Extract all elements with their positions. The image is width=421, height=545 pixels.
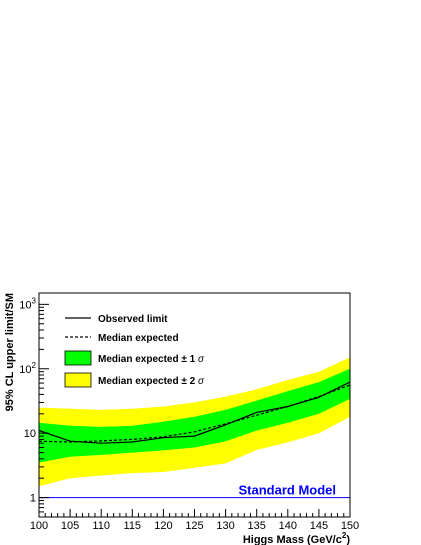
legend-label: Observed limit — [98, 314, 168, 325]
band-sigma-1 — [39, 368, 350, 463]
x-tick-label: 135 — [248, 520, 266, 532]
x-tick-label: 105 — [61, 520, 79, 532]
x-tick-label: 120 — [154, 520, 172, 532]
bands-layer — [39, 357, 350, 487]
x-tick-label: 145 — [310, 520, 328, 532]
x-tick-label: 100 — [30, 520, 48, 532]
legend-band-swatch — [64, 372, 92, 388]
lines-layer — [38, 381, 351, 444]
x-tick-label: 115 — [124, 520, 142, 532]
y-tick-label: 102 — [19, 361, 36, 376]
observed-limit-line — [38, 381, 351, 444]
y-tick-label: 10 — [24, 428, 36, 440]
ticks-layer: 100 105 110 115 120 125 130 135 140 145 1501101021… — [19, 296, 359, 532]
x-axis-label: Higgs Mass (GeV/c2) — [243, 531, 351, 545]
legend-label: Median expected — [98, 333, 179, 344]
legend: Observed limit Median expected Median expe… — [64, 314, 205, 388]
y-tick-label: 1 — [30, 493, 36, 505]
x-tick-label: 150 — [341, 520, 359, 532]
standard-model-label: Standard Model — [238, 483, 336, 498]
y-axis-label: 95% CL upper limit/SM — [4, 293, 16, 411]
median-expected-line — [38, 384, 351, 443]
legend-band-swatch — [64, 350, 92, 366]
x-tick-label: 130 — [216, 520, 234, 532]
x-tick-label: 110 — [92, 520, 110, 532]
y-tick-label: 103 — [19, 296, 36, 311]
x-tick-label: 140 — [279, 520, 297, 532]
legend-label: Median expected ± 1 σ — [98, 354, 205, 365]
x-tick-label: 125 — [185, 520, 203, 532]
legend-label: Median expected ± 2 σ — [98, 376, 205, 387]
